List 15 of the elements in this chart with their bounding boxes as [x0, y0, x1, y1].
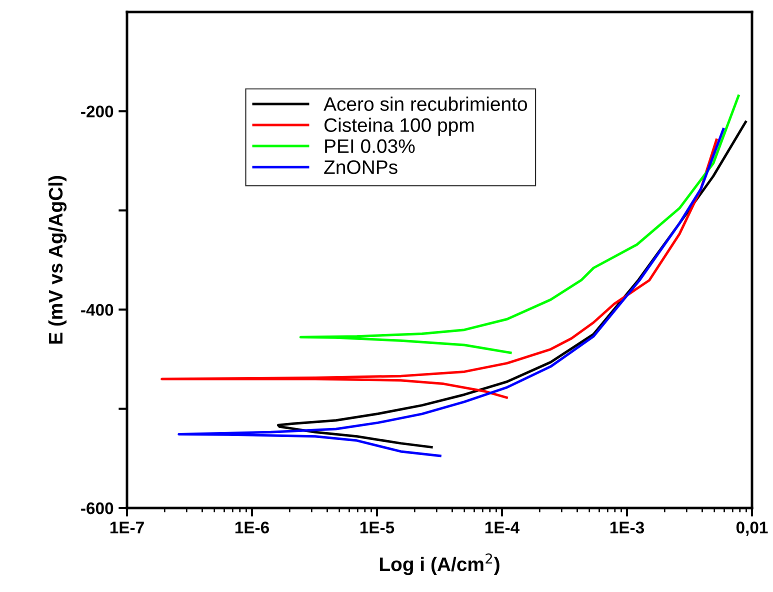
x-tick-label: 1E-3 — [610, 522, 644, 534]
y-tick-label: -200 — [81, 106, 114, 118]
x-tick-label: 1E-5 — [360, 522, 394, 534]
x-axis-title: Log i (A/cm$^{2}$) — [380, 553, 500, 576]
legend-label: Cisteina 100 ppm — [324, 118, 474, 136]
legend-label: Acero sin recubrimiento — [324, 96, 527, 111]
x-tick-label: 1E-4 — [485, 522, 520, 534]
x-tick-label: 1E-7 — [110, 522, 144, 534]
x-tick-label: 0,01 — [736, 522, 768, 536]
y-axis-title: E (mV vs Ag/AgCl) — [48, 176, 67, 344]
y-tick-label: -400 — [81, 304, 114, 316]
legend-label: PEI 0.03% — [325, 139, 415, 154]
y-tick-label: -600 — [81, 502, 114, 514]
x-tick-label: 1E-6 — [235, 522, 269, 534]
legend-label: ZnONPs — [324, 160, 398, 174]
